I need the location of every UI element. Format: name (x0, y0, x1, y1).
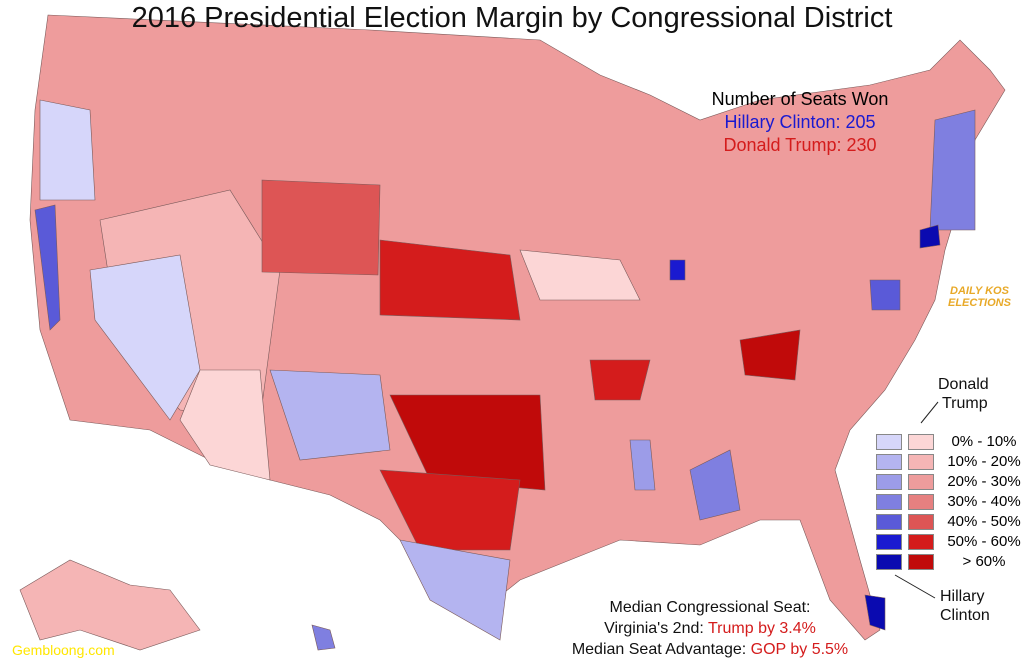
map-title: 2016 Presidential Election Margin by Con… (131, 2, 893, 34)
legend-trump-label-2: Trump (942, 395, 988, 412)
daily-kos-logo: DAILY KOS ELECTIONS (948, 285, 1011, 309)
legend-range-label: 40% - 50% (947, 513, 1021, 530)
legend-range-label: 50% - 60% (947, 533, 1021, 550)
legend-row: 0% - 10% (876, 432, 1024, 451)
median-line-3-prefix: Median Seat Advantage: (571, 641, 751, 658)
legend-row: > 60% (876, 552, 1024, 571)
legend-range-label: > 60% (962, 553, 1006, 570)
region-west-coast (34, 204, 61, 331)
legend-row: 10% - 20% (876, 452, 1024, 471)
median-line-2-value: Trump by 3.4% (707, 620, 816, 637)
median-line-2-prefix: Virginia's 2nd: (604, 620, 708, 637)
legend-swatch-clinton (876, 433, 902, 450)
watermark: Gembloong.com (12, 642, 115, 658)
legend-swatch-clinton (876, 553, 902, 570)
logo-line-1: DAILY KOS (950, 285, 1009, 297)
region-texas-north (379, 469, 521, 551)
legend-swatch-trump (908, 453, 934, 470)
region-georgia-black-belt (689, 449, 741, 521)
legend-pointer-trump (920, 401, 939, 424)
region-south-florida (864, 594, 886, 631)
legend-trump-label-1: Donald (938, 376, 989, 393)
legend-row: 30% - 40% (876, 492, 1024, 511)
alaska (19, 559, 201, 651)
region-nyc (919, 224, 941, 249)
legend-swatch-trump (908, 513, 934, 530)
region-midwest-light (519, 249, 641, 301)
legend-swatch-trump (908, 433, 934, 450)
region-chicago (669, 259, 686, 281)
region-arizona (179, 369, 271, 481)
legend-row: 50% - 60% (876, 532, 1024, 551)
clinton-seats: Hillary Clinton: 205 (724, 112, 876, 132)
legend-clinton-label: Hillary Clinton (940, 587, 990, 625)
region-oklahoma (389, 394, 546, 491)
legend-row: 20% - 30% (876, 472, 1024, 491)
seats-heading: Number of Seats Won (711, 89, 889, 109)
region-kentucky (739, 329, 801, 381)
legend-pointer-clinton (894, 574, 936, 599)
hawaii (311, 624, 336, 651)
region-new-mexico (269, 369, 391, 461)
legend-swatch-clinton (876, 493, 902, 510)
legend-range-label: 20% - 30% (947, 473, 1021, 490)
median-seat-note: Median Congressional Seat: Virginia's 2n… (560, 597, 860, 660)
logo-line-2: ELECTIONS (948, 297, 1011, 309)
region-oregon-coast (39, 99, 96, 201)
legend-row: 40% - 50% (876, 512, 1024, 531)
legend-swatch-clinton (876, 453, 902, 470)
region-northeast-blue (929, 109, 976, 231)
region-texas-south (399, 539, 511, 641)
median-line-3-value: GOP by 5.5% (750, 641, 849, 658)
legend-trump-label: Donald Trump (938, 375, 989, 413)
region-mississippi-delta (629, 439, 656, 491)
legend-clinton-label-2: Clinton (940, 607, 990, 624)
region-missouri (589, 359, 651, 401)
legend-swatch-trump (908, 473, 934, 490)
region-nevada (89, 254, 201, 421)
legend-swatch-trump (908, 533, 934, 550)
legend-swatch-clinton (876, 513, 902, 530)
legend-swatch-trump (908, 493, 934, 510)
legend-range-label: 10% - 20% (947, 453, 1021, 470)
region-wyoming (261, 179, 381, 276)
trump-seats: Donald Trump: 230 (723, 135, 877, 155)
legend-range-label: 30% - 40% (947, 493, 1021, 510)
median-line-1: Median Congressional Seat: (609, 599, 811, 616)
legend-swatch-clinton (876, 533, 902, 550)
legend-swatch-trump (908, 553, 934, 570)
seats-won-box: Number of Seats Won Hillary Clinton: 205… (690, 88, 910, 157)
region-dc-md (869, 279, 901, 311)
legend: 0% - 10% 10% - 20% 20% - 30% 30% - 40% 40% -… (876, 432, 1024, 572)
legend-clinton-label-1: Hillary (940, 588, 985, 605)
region-nebraska (379, 239, 521, 321)
legend-range-label: 0% - 10% (951, 433, 1017, 450)
legend-swatch-clinton (876, 473, 902, 490)
